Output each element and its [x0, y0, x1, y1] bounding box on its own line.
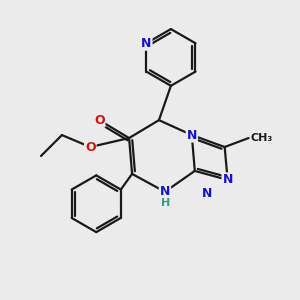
Text: CH₃: CH₃: [250, 133, 272, 143]
Text: N: N: [202, 187, 212, 200]
Text: O: O: [94, 114, 104, 127]
Text: N: N: [160, 185, 170, 198]
Text: N: N: [141, 37, 152, 50]
Text: O: O: [85, 140, 96, 154]
Text: H: H: [161, 198, 170, 208]
Text: N: N: [187, 129, 197, 142]
Text: N: N: [223, 173, 233, 186]
